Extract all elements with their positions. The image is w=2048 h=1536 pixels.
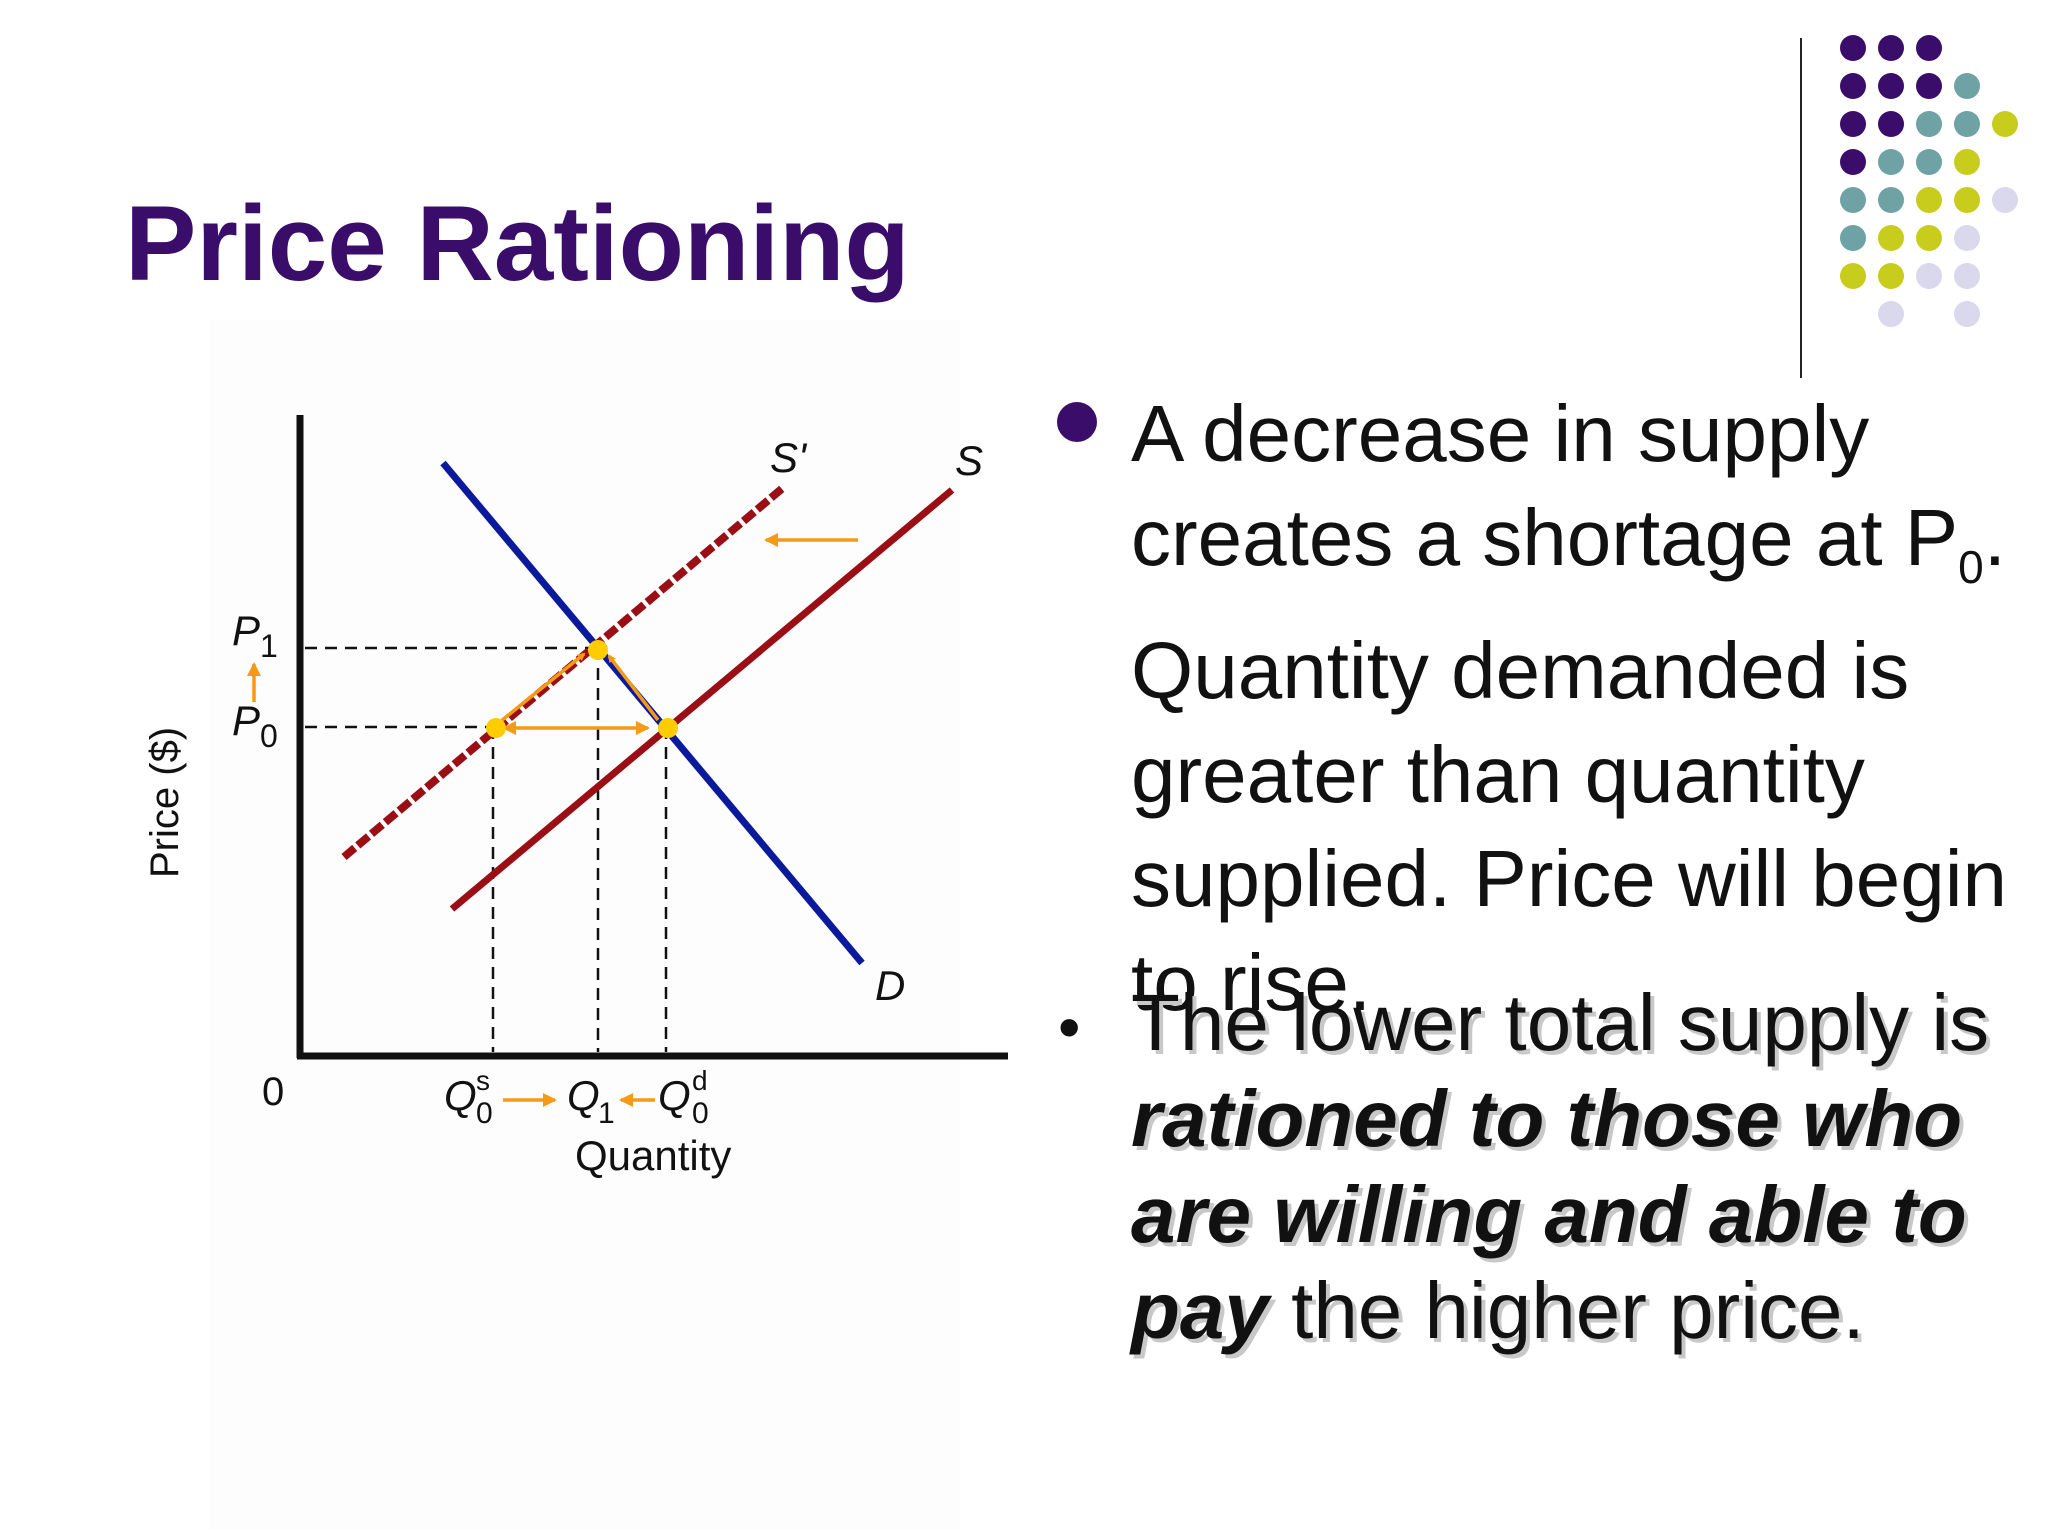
q0d-label: Q — [658, 1072, 691, 1119]
bullet-2-emphasis: rationed to those who are willing and ab… — [1131, 1074, 1967, 1355]
decor-dot — [1878, 149, 1904, 175]
x-axis-label: Quantity — [575, 1132, 731, 1179]
decor-dot — [1840, 187, 1866, 213]
q1-label: Q — [567, 1072, 600, 1119]
decor-dot — [1878, 263, 1904, 289]
decor-dot — [1878, 35, 1904, 61]
bullet-dot-2: • — [1058, 991, 1081, 1063]
q0s-label: Q — [444, 1072, 477, 1119]
decor-dot — [1954, 301, 1980, 327]
quantity-demanded-point — [658, 718, 678, 738]
bullet-text-2: The lower total supply is rationed to th… — [1131, 975, 2031, 1359]
decor-dot — [1954, 263, 1980, 289]
supply-curve-new — [341, 483, 787, 861]
decor-dot — [1840, 111, 1866, 137]
bullet-2-part-a: The lower total supply is — [1131, 978, 1990, 1067]
movement-arrow-supply — [499, 652, 586, 723]
y-axis-label: Price ($) — [143, 727, 187, 878]
decor-dot — [1878, 73, 1904, 99]
supply-original-label: S — [955, 437, 983, 484]
decor-dot — [1916, 263, 1942, 289]
decor-dot — [1954, 73, 1980, 99]
decor-dot — [1840, 149, 1866, 175]
decor-dot — [1954, 225, 1980, 251]
new-equilibrium-point — [588, 640, 608, 660]
q0d-superscript: d — [692, 1065, 708, 1096]
origin-label: 0 — [262, 1070, 284, 1114]
decor-dot — [1954, 111, 1980, 137]
slide-title: Price Rationing — [125, 183, 910, 303]
demand-label: D — [875, 962, 905, 1009]
decor-dot — [1878, 187, 1904, 213]
decor-dot — [1840, 263, 1866, 289]
supply-curve-original — [449, 487, 955, 912]
decor-dot — [1916, 187, 1942, 213]
decor-dot — [1916, 149, 1942, 175]
decor-dot — [1840, 73, 1866, 99]
decor-dot — [1916, 225, 1942, 251]
supply-new-label: S' — [770, 434, 808, 481]
decorative-dot-grid — [1840, 35, 2018, 327]
quantity-supplied-point — [486, 718, 506, 738]
decor-dot — [1954, 149, 1980, 175]
bullet-2-part-b: the higher price. — [1268, 1266, 1865, 1355]
decor-dot — [1992, 187, 2018, 213]
decor-dot — [1992, 111, 2018, 137]
p1-label: P1 — [232, 607, 278, 664]
decor-dot — [1878, 225, 1904, 251]
decor-dot — [1840, 225, 1866, 251]
movement-arrow-demand — [607, 654, 660, 722]
q0s-superscript: s — [476, 1065, 490, 1096]
bullet-1-part-b: . Quantity demanded is greater than quan… — [1131, 493, 2008, 1027]
decor-dot — [1916, 35, 1942, 61]
bullet-1-part-a: A decrease in supply creates a shortage … — [1131, 389, 1959, 582]
q0s-subscript: 0 — [476, 1097, 493, 1130]
graph-background — [210, 320, 960, 1530]
q0d-subscript: 0 — [692, 1097, 709, 1130]
decor-dot — [1916, 73, 1942, 99]
decor-dot — [1840, 35, 1866, 61]
p0-label: P0 — [232, 697, 278, 754]
decor-dot — [1878, 111, 1904, 137]
decor-dot — [1878, 301, 1904, 327]
decor-dot — [1954, 187, 1980, 213]
q1-subscript: 1 — [598, 1097, 615, 1130]
supply-demand-diagram: S' S D P1 P0 0 Price ($) Q s 0 Q 1 Q d 0… — [143, 415, 1008, 1179]
decorative-divider — [1800, 38, 1802, 378]
bullet-dot-1 — [1057, 402, 1097, 442]
bullet-1-subscript: 0 — [1958, 541, 1984, 593]
decor-dot — [1916, 111, 1942, 137]
bullet-text-1: A decrease in supply creates a shortage … — [1131, 382, 2031, 1035]
